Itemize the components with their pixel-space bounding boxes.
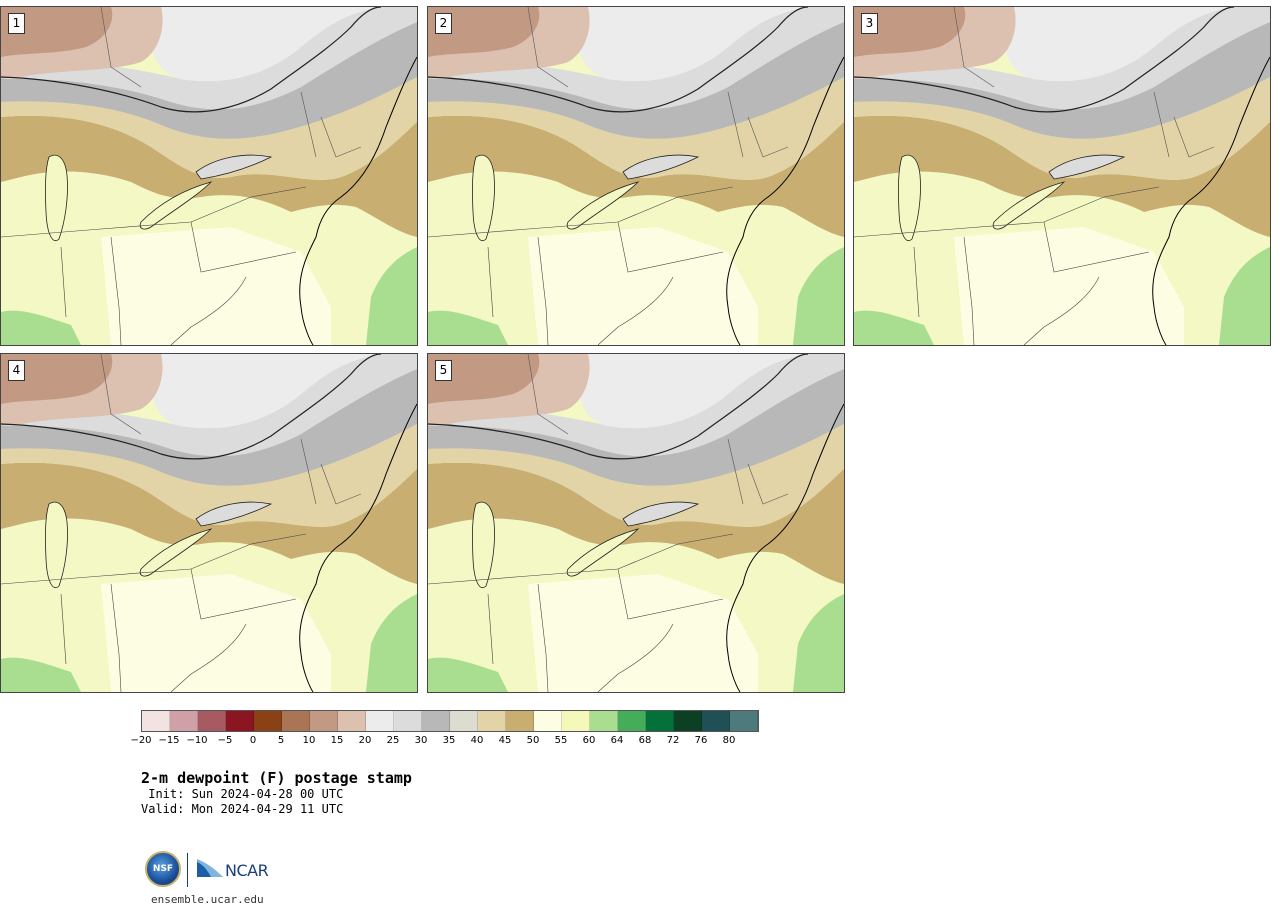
colorbar-swatch	[226, 711, 254, 731]
init-time: Init: Sun 2024-04-28 00 UTC	[141, 787, 344, 801]
colorbar-tick: 76	[694, 735, 708, 746]
colorbar-tick: 68	[638, 735, 652, 746]
colorbar-swatch	[142, 711, 170, 731]
colorbar-swatch	[450, 711, 478, 731]
plot-title: 2-m dewpoint (F) postage stamp	[141, 769, 412, 787]
ncar-logo-text: NCAR	[225, 861, 269, 880]
colorbar-swatch	[394, 711, 422, 731]
dewpoint-map	[428, 354, 844, 692]
colorbar-tick: −20	[130, 735, 152, 746]
colorbar-swatch	[310, 711, 338, 731]
colorbar-swatch	[282, 711, 310, 731]
colorbar-tick: 25	[386, 735, 400, 746]
dewpoint-map	[428, 7, 844, 345]
colorbar-tick: 60	[582, 735, 596, 746]
dewpoint-map	[854, 7, 1270, 345]
colorbar-tick: 10	[302, 735, 316, 746]
colorbar-swatch	[478, 711, 506, 731]
colorbar-tick: 35	[442, 735, 456, 746]
colorbar-tick: 64	[610, 735, 624, 746]
dewpoint-map	[1, 7, 417, 345]
colorbar-tick: 0	[249, 735, 257, 746]
member-label: 1	[8, 13, 25, 34]
colorbar-tick: 20	[358, 735, 372, 746]
colorbar-tick: −5	[217, 735, 233, 746]
colorbar-swatch	[618, 711, 646, 731]
ncar-logo-mark-icon	[197, 859, 223, 877]
colorbar-tick: 30	[414, 735, 428, 746]
nsf-logo: NSF	[145, 851, 181, 887]
ensemble-member-map-4: 4	[0, 353, 418, 693]
colorbar-swatch	[338, 711, 366, 731]
colorbar-tick-labels: −20 −15 −10 −5 0 5 10 15 20 25 30 35 40 45 50 55 60 64 68 7…	[130, 735, 761, 749]
colorbar-swatch	[562, 711, 590, 731]
member-label: 5	[435, 360, 452, 381]
ensemble-member-map-2: 2	[427, 6, 845, 346]
colorbar	[141, 710, 759, 732]
dewpoint-map	[1, 354, 417, 692]
colorbar-tick: 50	[526, 735, 540, 746]
colorbar-tick: 45	[498, 735, 512, 746]
colorbar-tick: 55	[554, 735, 568, 746]
colorbar-swatch	[422, 711, 450, 731]
title-block: 2-m dewpoint (F) postage stamp Init: Sun…	[141, 769, 412, 817]
ensemble-member-map-5: 5	[427, 353, 845, 693]
colorbar-swatch	[702, 711, 730, 731]
ensemble-member-map-1: 1	[0, 6, 418, 346]
member-label: 3	[861, 13, 878, 34]
colorbar-tick: 5	[277, 735, 285, 746]
colorbar-swatch	[254, 711, 282, 731]
colorbar-tick: 40	[470, 735, 484, 746]
colorbar-swatch	[506, 711, 534, 731]
member-label: 2	[435, 13, 452, 34]
colorbar-swatch	[170, 711, 198, 731]
colorbar-swatch	[590, 711, 618, 731]
logos: NSF NCAR	[145, 851, 285, 889]
colorbar-tick: 72	[666, 735, 680, 746]
colorbar-tick: 15	[330, 735, 344, 746]
colorbar-tick: 80	[722, 735, 736, 746]
colorbar-tick: −15	[158, 735, 180, 746]
site-url[interactable]: ensemble.ucar.edu	[151, 893, 264, 906]
colorbar-swatch	[674, 711, 702, 731]
valid-time: Valid: Mon 2024-04-29 11 UTC	[141, 802, 344, 816]
colorbar-tick: −10	[186, 735, 208, 746]
colorbar-swatch	[198, 711, 226, 731]
colorbar-swatch	[534, 711, 562, 731]
ensemble-member-map-3: 3	[853, 6, 1271, 346]
logo-divider	[187, 853, 188, 887]
colorbar-swatch	[366, 711, 394, 731]
colorbar-swatch	[646, 711, 674, 731]
member-label: 4	[8, 360, 25, 381]
colorbar-swatch	[730, 711, 758, 731]
